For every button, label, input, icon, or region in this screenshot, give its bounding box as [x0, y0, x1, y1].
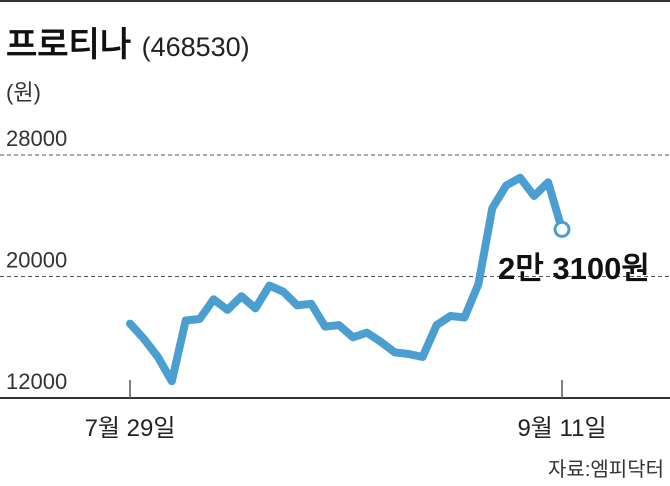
y-axis-ticks: 28000 20000 12000: [6, 126, 67, 394]
y-tick-label: 12000: [6, 369, 67, 394]
data-point: [309, 302, 313, 306]
data-point: [337, 323, 341, 327]
price-line: [126, 173, 566, 386]
data-point: [295, 303, 299, 307]
data-point: [323, 325, 327, 329]
data-point: [379, 340, 383, 344]
data-point: [490, 206, 494, 210]
last-point-marker: [553, 220, 571, 238]
data-point: [267, 284, 271, 288]
data-point: [198, 317, 202, 321]
data-point: [226, 308, 230, 312]
data-point: [365, 331, 369, 335]
price-callout: 2만 3100원: [498, 251, 650, 286]
data-point: [212, 297, 216, 301]
data-point: [184, 319, 188, 323]
data-point: [518, 176, 522, 180]
x-axis-ticks: 7월 29일 9월 11일: [85, 380, 607, 442]
data-point: [128, 322, 132, 326]
data-point: [170, 379, 174, 383]
top-rule: [0, 0, 670, 2]
x-tick-label: 7월 29일: [85, 415, 176, 442]
data-point: [532, 194, 536, 198]
data-point: [449, 314, 453, 318]
data-point: [253, 306, 257, 310]
data-point: [393, 350, 397, 354]
data-point: [351, 335, 355, 339]
y-tick-label: 20000: [6, 248, 67, 273]
chart-title-sub: (468530): [142, 32, 250, 62]
chart-title-main: 프로티나: [6, 26, 131, 64]
y-axis-unit: (원): [6, 80, 41, 105]
data-point: [156, 355, 160, 359]
data-point: [142, 337, 146, 341]
data-point: [435, 323, 439, 327]
data-point: [463, 316, 467, 320]
chart-title: 프로티나 (468530): [6, 26, 250, 64]
data-point: [407, 352, 411, 356]
x-tick-label: 9월 11일: [517, 415, 606, 442]
data-point: [476, 282, 480, 286]
data-point: [546, 180, 550, 184]
data-point: [504, 183, 508, 187]
y-tick-label: 28000: [6, 126, 67, 151]
data-point: [421, 355, 425, 359]
source-note: 자료:엠피닥터: [548, 458, 664, 481]
series-layer: [126, 173, 571, 386]
data-point: [281, 290, 285, 294]
data-point: [240, 294, 244, 298]
